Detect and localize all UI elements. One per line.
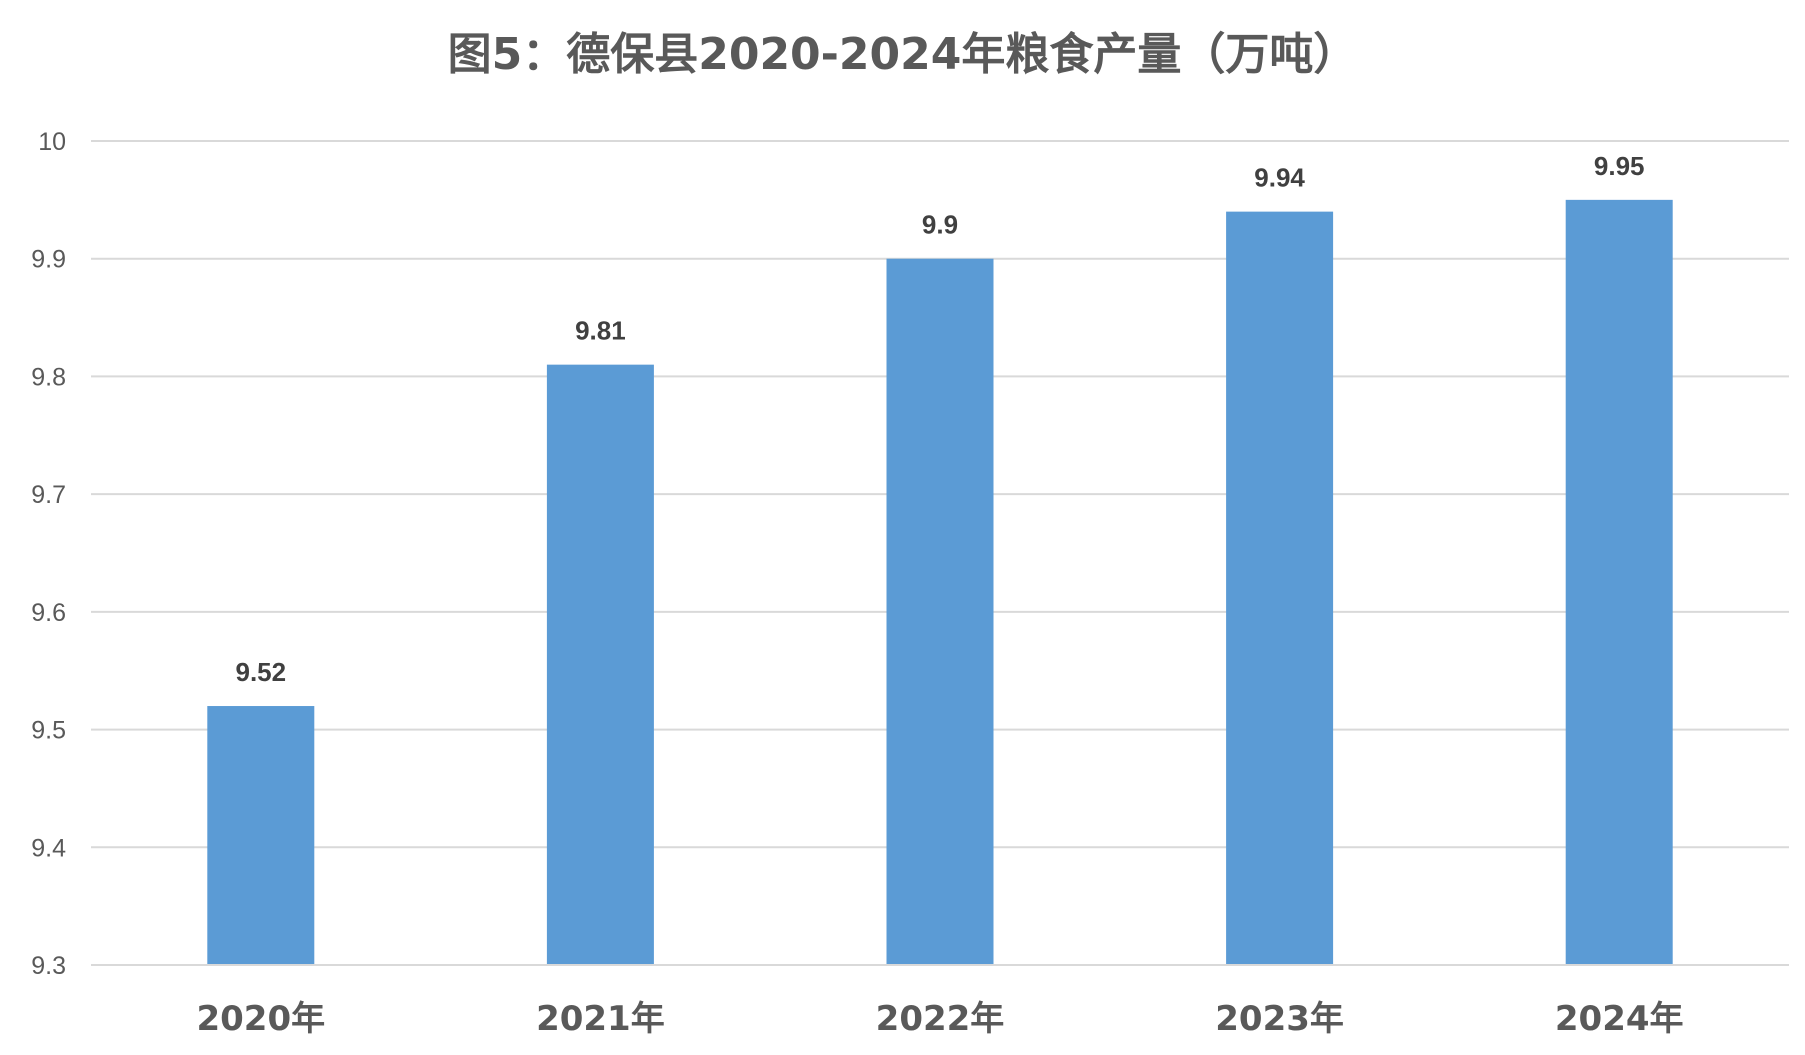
data-label: 9.81 (575, 316, 626, 346)
x-tick-label: 2023年 (1215, 999, 1344, 1039)
x-tick-label: 2020年 (196, 999, 325, 1039)
bar-2022年 (886, 258, 994, 964)
bar-2023年 (1226, 211, 1334, 965)
chart-title: 图5：德保县2020-2024年粮食产量（万吨） (447, 29, 1358, 80)
y-tick-label: 9.6 (31, 599, 66, 627)
y-tick-label: 9.9 (31, 246, 66, 274)
y-tick-label: 10 (38, 128, 66, 156)
bar-2021年 (546, 364, 654, 965)
y-tick-label: 9.8 (31, 363, 66, 391)
y-tick-label: 9.3 (31, 952, 66, 980)
bar-2024年 (1565, 199, 1673, 964)
x-tick-label: 2021年 (536, 999, 665, 1039)
bar-2020年 (207, 706, 315, 964)
y-tick-label: 9.5 (31, 717, 66, 745)
data-label: 9.95 (1594, 151, 1645, 181)
data-label: 9.94 (1254, 163, 1305, 193)
x-tick-label: 2022年 (876, 999, 1005, 1039)
y-tick-label: 9.4 (31, 834, 66, 862)
data-label: 9.52 (235, 657, 286, 687)
x-tick-label: 2024年 (1555, 999, 1684, 1039)
y-tick-label: 9.7 (31, 481, 66, 509)
data-label: 9.9 (922, 210, 958, 240)
